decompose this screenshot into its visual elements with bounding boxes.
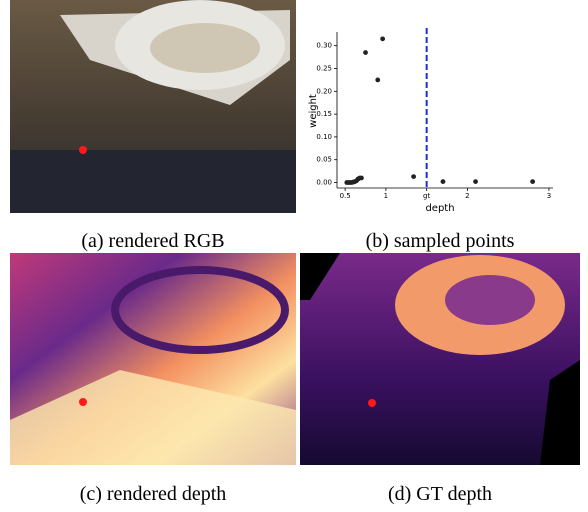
- y-tick-label: 0.10: [316, 133, 332, 141]
- caption: (b) sampled points: [366, 230, 515, 252]
- y-tick-label: 0.30: [316, 42, 332, 50]
- point: [380, 36, 385, 41]
- y-tick-label: 0.20: [316, 87, 332, 95]
- point: [359, 176, 364, 181]
- point: [411, 174, 416, 179]
- caption: (d) GT depth: [388, 483, 492, 505]
- figure: (a) rendered RGB (b) sampled points (c) …: [0, 0, 588, 507]
- y-tick-label: 0.25: [316, 64, 332, 72]
- caption: (a) rendered RGB: [81, 230, 224, 252]
- caption: (c) rendered depth: [80, 483, 227, 505]
- x-tick-label: 1: [384, 192, 388, 200]
- x-axis-label: depth: [425, 203, 454, 214]
- x-tick-label: 0.5: [340, 192, 351, 200]
- point: [441, 179, 446, 184]
- point: [363, 50, 368, 55]
- x-tick-label: gt: [423, 192, 430, 200]
- y-tick-label: 0.15: [316, 110, 332, 118]
- point: [473, 179, 478, 184]
- rgb-image: [10, 0, 296, 213]
- y-tick-label: 0.05: [316, 156, 332, 164]
- gt-depth: [300, 253, 580, 465]
- y-tick-label: 0.00: [316, 179, 332, 187]
- x-tick-label: 2: [465, 192, 469, 200]
- point: [375, 77, 380, 82]
- scatter-chart: depth weight 0.000.050.100.150.200.250.3…: [308, 28, 553, 214]
- point: [530, 179, 535, 184]
- rendered-depth: [10, 253, 296, 465]
- x-tick-label: 3: [547, 192, 551, 200]
